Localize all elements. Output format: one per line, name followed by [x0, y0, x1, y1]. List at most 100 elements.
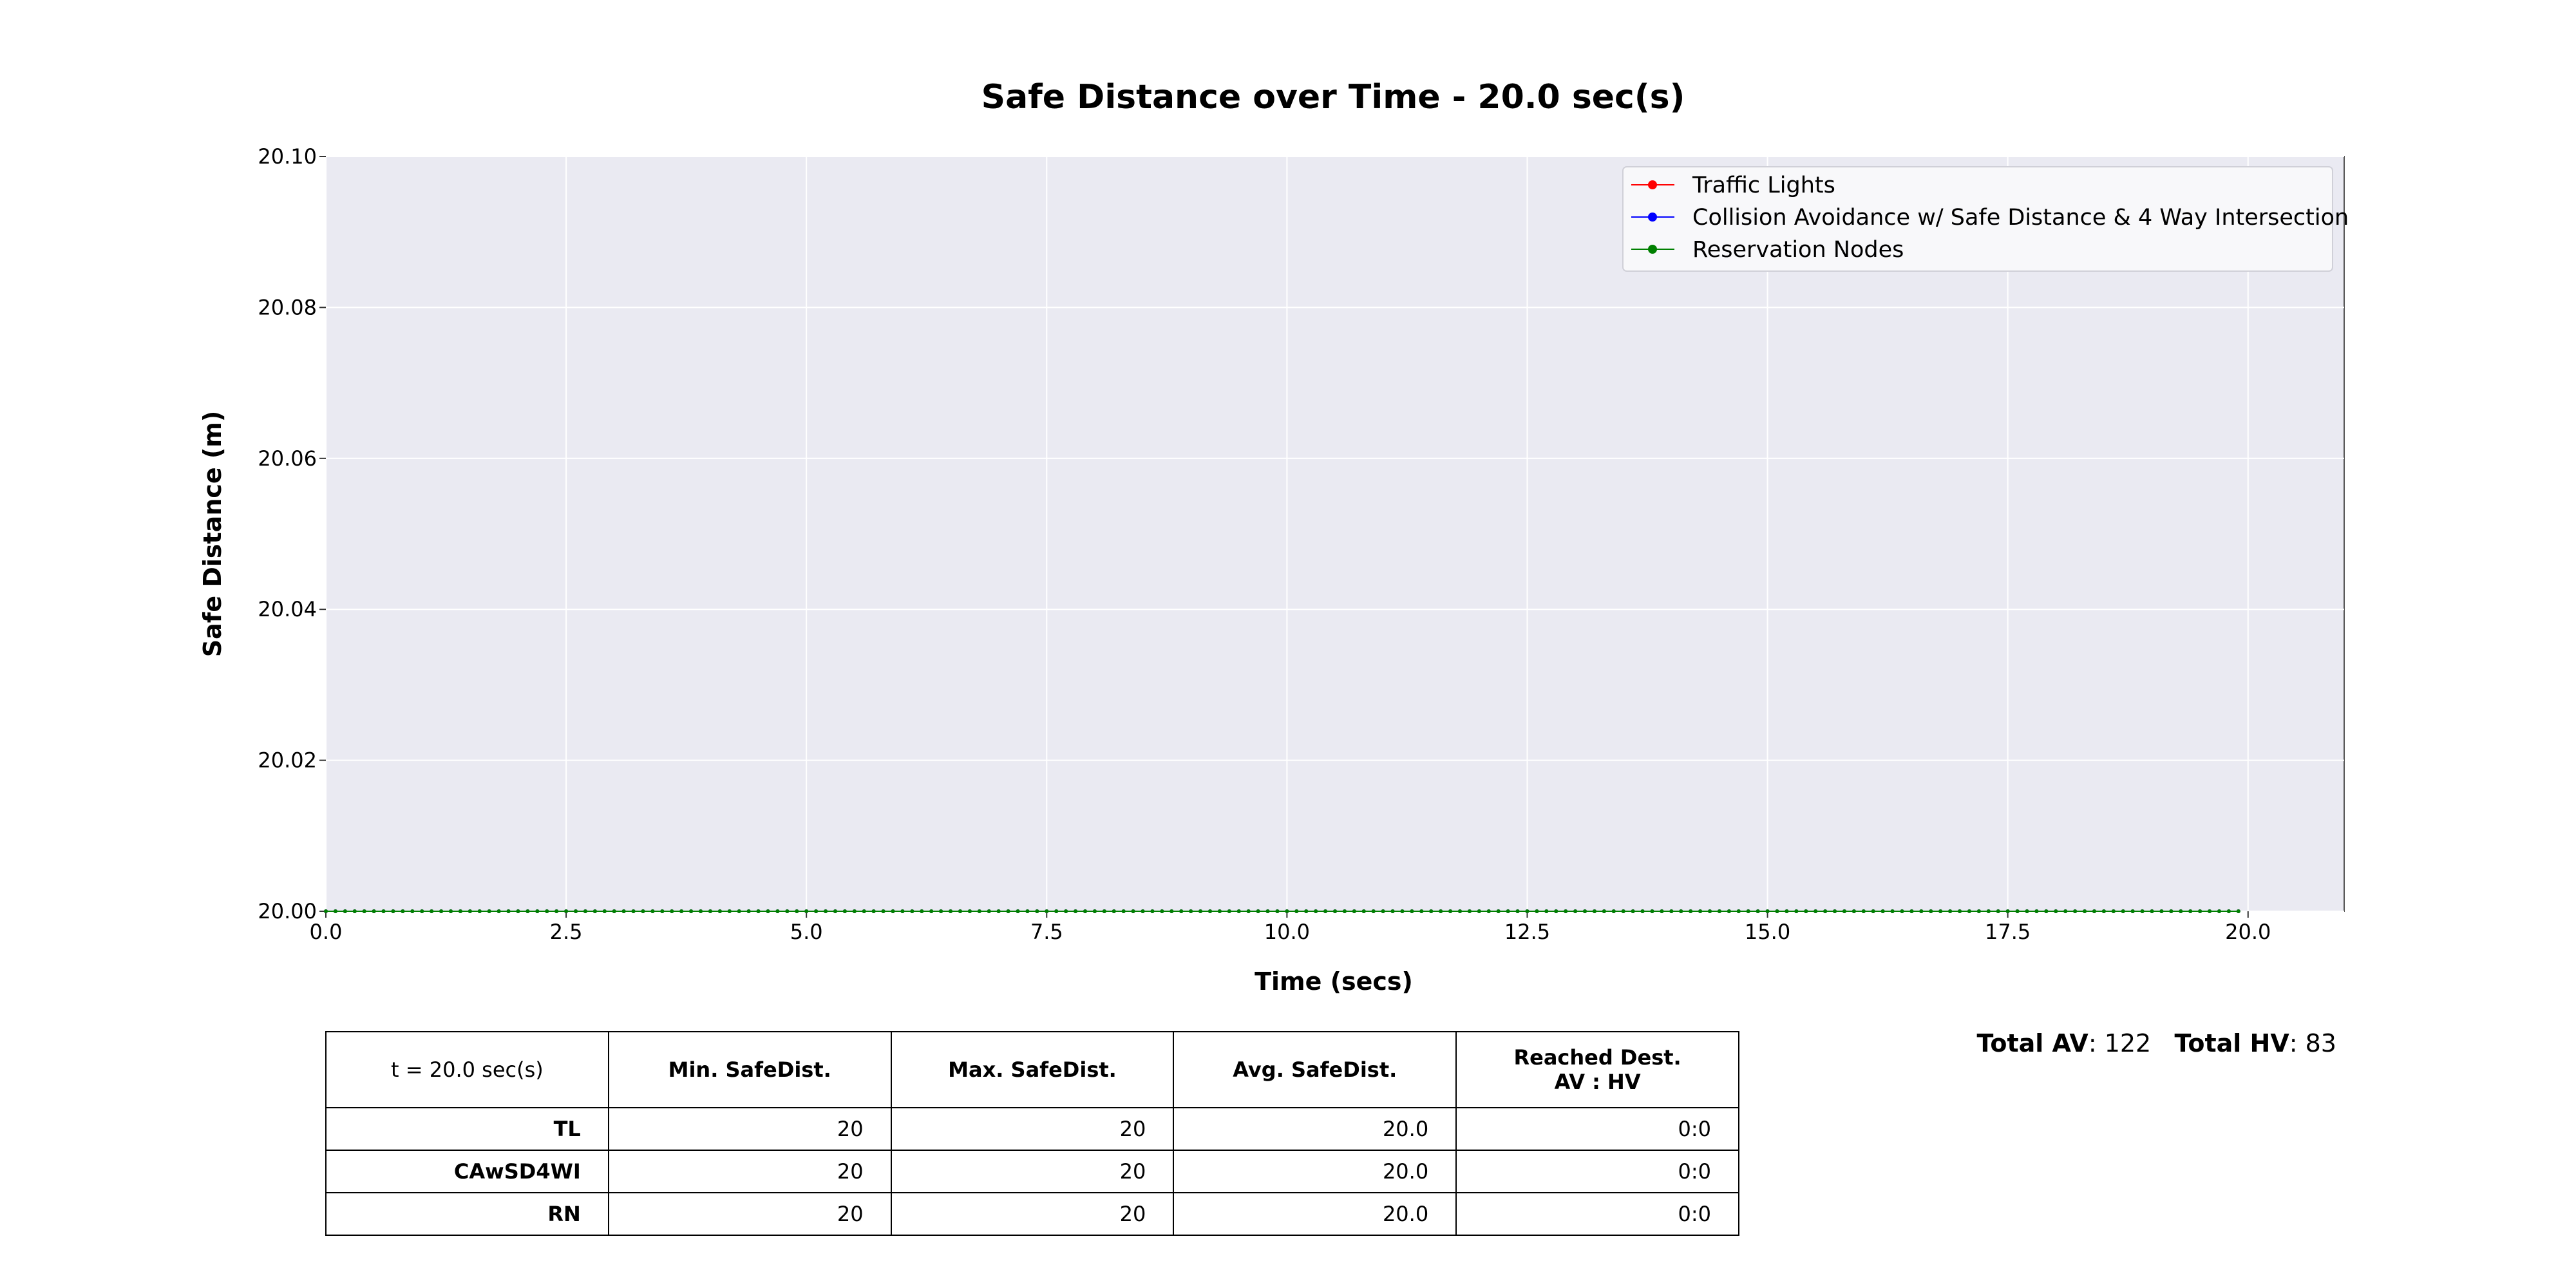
- data-point: [1919, 909, 1924, 913]
- data-point: [1986, 909, 1991, 913]
- data-point: [391, 909, 395, 913]
- data-point: [2005, 909, 2010, 913]
- data-point: [324, 909, 328, 913]
- total-av-label: Total AV: [1976, 1029, 2088, 1057]
- data-point: [2236, 909, 2240, 913]
- table-row-label: RN: [325, 1192, 609, 1236]
- data-point: [458, 909, 462, 913]
- data-point: [2179, 909, 2183, 913]
- data-point: [833, 909, 837, 913]
- data-point: [737, 909, 741, 913]
- data-point: [929, 909, 934, 913]
- y-tick-label: 20.00: [258, 899, 317, 923]
- data-point: [1765, 909, 1770, 913]
- data-point: [1333, 909, 1337, 913]
- data-point: [842, 909, 847, 913]
- vehicle-totals: Total AV: 122 Total HV: 83: [1977, 1029, 2336, 1057]
- table-cell-min: 20: [607, 1107, 892, 1151]
- data-point: [1198, 909, 1203, 913]
- data-point: [1544, 909, 1549, 913]
- data-point: [574, 909, 578, 913]
- data-point: [1265, 909, 1270, 913]
- data-point: [775, 909, 780, 913]
- data-point: [1439, 909, 1443, 913]
- data-point: [1909, 909, 1914, 913]
- table-cell-avg: 20.0: [1173, 1192, 1457, 1236]
- table-cell-max: 20: [890, 1150, 1175, 1193]
- data-point: [1900, 909, 1904, 913]
- data-point: [621, 909, 626, 913]
- data-point: [2198, 909, 2202, 913]
- axis-ticks: 0.0 2.5 5.0 7.5 10.0 12.5 15.0 17.5 20.0 20.00 20.…: [258, 144, 2271, 944]
- data-point: [2083, 909, 2087, 913]
- data-point: [1314, 909, 1318, 913]
- total-hv-value: : 83: [2289, 1029, 2336, 1057]
- data-point: [1679, 909, 1683, 913]
- table-header-reached-line1: Reached Dest.: [1513, 1045, 1681, 1070]
- data-point: [1583, 909, 1587, 913]
- data-point: [1525, 909, 1530, 913]
- data-point: [2044, 909, 2049, 913]
- data-point: [987, 909, 991, 913]
- table-row: RN 20 20 20.0 0:0: [325, 1192, 1739, 1236]
- data-point: [1236, 909, 1241, 913]
- data-point: [1621, 909, 1625, 913]
- data-point: [1496, 909, 1501, 913]
- data-point: [949, 909, 953, 913]
- data-point: [343, 909, 347, 913]
- data-point: [1064, 909, 1068, 913]
- data-point: [1448, 909, 1453, 913]
- y-tick-label: 20.02: [258, 748, 317, 773]
- data-point: [1179, 909, 1184, 913]
- y-tick-label: 20.04: [258, 597, 317, 621]
- data-point: [1775, 909, 1779, 913]
- data-point: [1890, 909, 1895, 913]
- data-point: [996, 909, 1001, 913]
- data-point: [631, 909, 636, 913]
- data-point: [727, 909, 732, 913]
- data-point: [564, 909, 569, 913]
- data-point: [1371, 909, 1376, 913]
- data-point: [679, 909, 684, 913]
- table-cell-min: 20: [607, 1150, 892, 1193]
- data-point: [477, 909, 482, 913]
- data-point: [1564, 909, 1568, 913]
- data-point: [430, 909, 434, 913]
- data-point: [1141, 909, 1145, 913]
- table-cell-max: 20: [890, 1107, 1175, 1151]
- data-point: [1842, 909, 1846, 913]
- data-point: [1602, 909, 1606, 913]
- x-tick-label: 5.0: [790, 920, 823, 944]
- total-hv-label: Total HV: [2174, 1029, 2289, 1057]
- data-point: [1736, 909, 1741, 913]
- table-header-row: t = 20.0 sec(s) Min. SafeDist. Max. Safe…: [325, 1031, 1739, 1108]
- data-point: [612, 909, 616, 913]
- x-tick-label: 17.5: [1985, 920, 2031, 944]
- data-point: [516, 909, 520, 913]
- x-tick-label: 0.0: [310, 920, 343, 944]
- data-point: [468, 909, 472, 913]
- x-tick-label: 7.5: [1030, 920, 1063, 944]
- data-point: [1342, 909, 1347, 913]
- x-tick-label: 2.5: [550, 920, 583, 944]
- data-point: [2208, 909, 2212, 913]
- total-av-value: : 122: [2088, 1029, 2152, 1057]
- data-point: [2101, 909, 2106, 913]
- data-point: [526, 909, 530, 913]
- data-point: [1390, 909, 1395, 913]
- data-point: [401, 909, 405, 913]
- data-point: [362, 909, 366, 913]
- data-point: [2034, 909, 2039, 913]
- data-point: [804, 909, 809, 913]
- legend-label: Collision Avoidance w/ Safe Distance & 4…: [1692, 205, 2349, 231]
- data-point: [1708, 909, 1712, 913]
- data-point: [1419, 909, 1424, 913]
- y-tick-label: 20.08: [258, 295, 317, 319]
- data-point: [1486, 909, 1491, 913]
- data-point: [1861, 909, 1866, 913]
- legend-label: Traffic Lights: [1692, 173, 1835, 198]
- data-point: [2092, 909, 2096, 913]
- data-point: [1285, 909, 1289, 913]
- data-point: [1554, 909, 1558, 913]
- x-axis-label: Time (secs): [1255, 967, 1413, 996]
